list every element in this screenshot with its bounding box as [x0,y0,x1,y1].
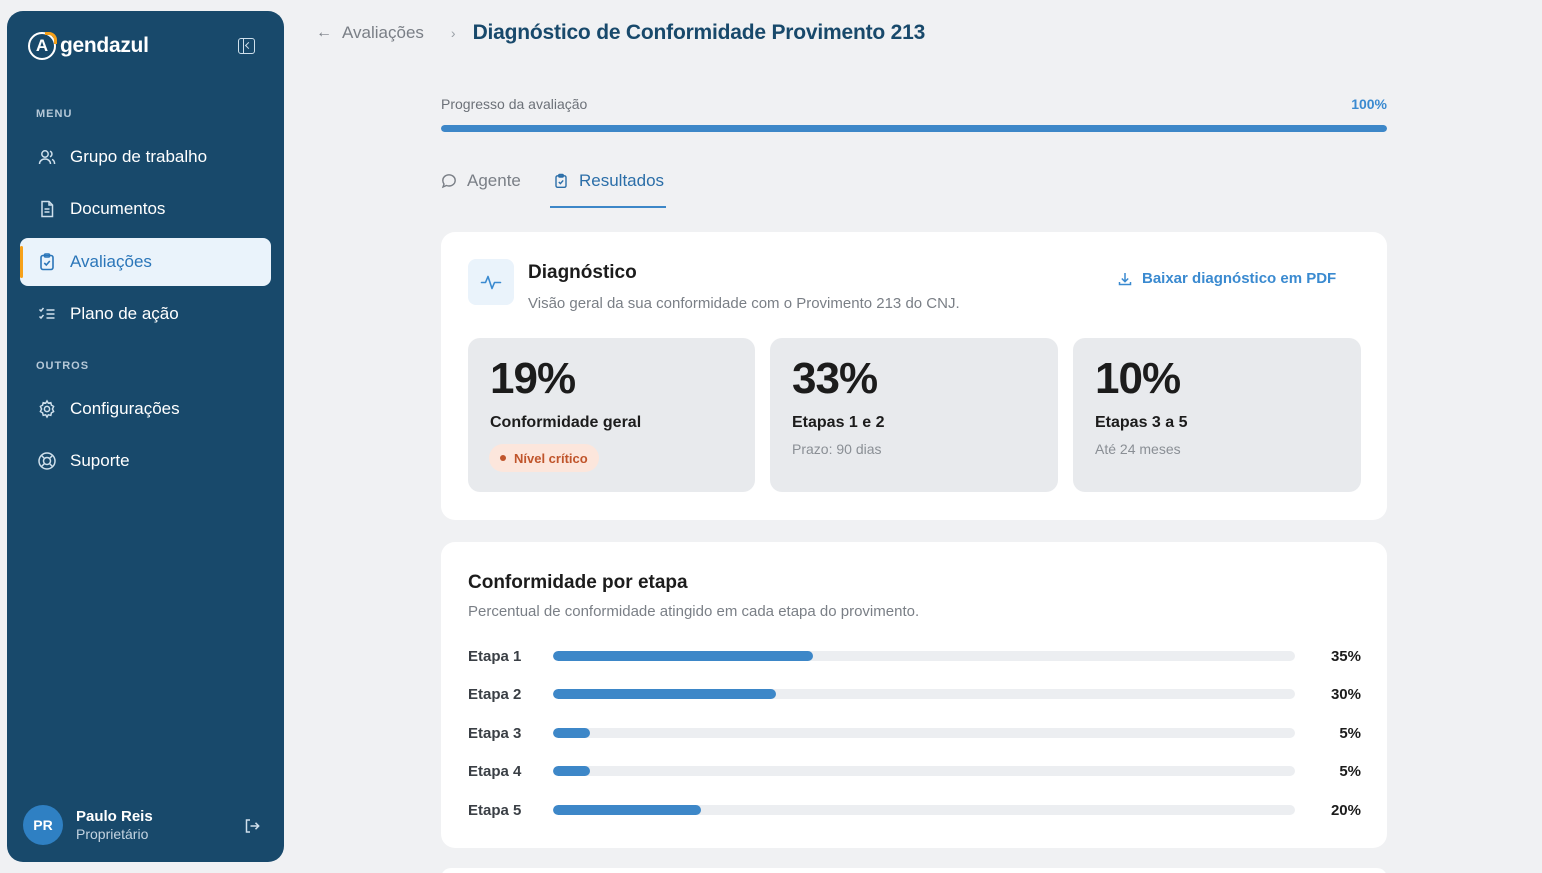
stat-value: 10% [1095,354,1181,403]
etapa-name: Etapa 1 [468,648,522,665]
chevron-right-icon: › [450,25,456,41]
etapa-name: Etapa 2 [468,686,522,703]
tab-resultados[interactable]: Resultados [550,166,667,208]
app-logo[interactable]: A gendazul [28,32,149,60]
sidebar: A gendazul MENU Grupo de trabalho Docume… [7,11,284,862]
progress-bar-fill [441,125,1387,132]
progress-label: Progresso da avaliação [441,96,588,112]
user-role: Proprietário [76,826,149,842]
sidebar-item-plano-de-acao[interactable]: Plano de ação [20,290,271,338]
etapa-row: Etapa 3 5% [468,723,1361,743]
etapa-row: Etapa 4 5% [468,761,1361,781]
stat-value: 19% [490,354,576,403]
etapa-bar-fill [553,651,813,661]
sidebar-item-label: Suporte [70,451,130,470]
arrow-left-icon: ← [316,24,332,41]
stat-label: Conformidade geral [490,414,642,431]
stat-etapas-1-2: 33% Etapas 1 e 2 Prazo: 90 dias [770,338,1058,492]
etapa-bar [553,766,1295,776]
download-pdf-button[interactable]: Baixar diagnóstico em PDF [1117,270,1336,287]
user-profile[interactable]: PR Paulo Reis Proprietário [23,805,153,845]
etapa-bar-fill [553,805,702,815]
sidebar-item-avaliacoes[interactable]: Avaliações [20,238,271,286]
etapa-value: 30% [1330,686,1361,703]
stat-conformidade-geral: 19% Conformidade geral Nível crítico [468,338,755,492]
download-icon [1117,271,1133,287]
clipboard-check-icon [37,252,57,272]
etapa-card-title: Conformidade por etapa [468,572,688,593]
logo-text: gendazul [60,34,149,57]
list-checks-icon [37,304,57,324]
tab-label: Agente [467,171,521,190]
download-pdf-label: Baixar diagnóstico em PDF [1142,270,1337,287]
gear-icon [37,399,57,419]
progress-bar [441,125,1387,132]
sidebar-item-label: Plano de ação [70,304,179,323]
logo-mark: A [28,32,57,60]
breadcrumb: ← Avaliações › Diagnóstico de Conformida… [316,20,925,46]
etapa-bar-fill [553,766,591,776]
others-section-label: OUTROS [36,360,90,372]
sidebar-item-label: Documentos [70,199,166,218]
user-name: Paulo Reis [76,808,153,825]
sidebar-item-label: Grupo de trabalho [70,147,208,166]
sidebar-item-documentos[interactable]: Documentos [20,185,271,233]
etapa-bar-fill [553,728,591,738]
stat-etapas-3-5: 10% Etapas 3 a 5 Até 24 meses [1073,338,1361,492]
back-link-label: Avaliações [342,23,424,42]
stat-sub: Prazo: 90 dias [792,441,882,457]
stat-value: 33% [792,354,878,403]
etapa-name: Etapa 5 [468,802,522,819]
next-card [441,868,1387,873]
stat-label: Etapas 1 e 2 [792,414,885,431]
etapa-bar [553,728,1295,738]
etapa-name: Etapa 3 [468,725,522,742]
stat-sub: Até 24 meses [1095,441,1181,457]
sidebar-collapse-icon[interactable] [238,38,255,54]
etapa-value: 35% [1330,648,1361,665]
etapa-value: 20% [1330,802,1361,819]
page-title: Diagnóstico de Conformidade Provimento 2… [472,21,926,44]
status-dot-icon [500,455,506,461]
etapa-row: Etapa 1 35% [468,646,1361,666]
chat-bubble-icon [441,173,457,189]
users-icon [37,147,57,167]
etapa-bar-fill [553,689,776,699]
etapa-value: 5% [1339,725,1361,742]
document-icon [37,199,57,219]
diagnostico-title: Diagnóstico [528,262,637,283]
activity-icon [468,259,514,305]
etapa-bar [553,805,1295,815]
sidebar-item-label: Avaliações [70,252,152,271]
sidebar-item-label: Configurações [70,399,180,418]
diagnostico-card: Diagnóstico Visão geral da sua conformid… [441,232,1387,520]
etapa-name: Etapa 4 [468,763,522,780]
clipboard-check-icon [553,173,569,189]
sidebar-item-suporte[interactable]: Suporte [20,437,271,485]
logout-icon[interactable] [243,817,261,835]
etapa-row: Etapa 2 30% [468,684,1361,704]
sidebar-item-configuracoes[interactable]: Configurações [20,385,271,433]
back-link[interactable]: ← Avaliações [316,23,424,43]
sidebar-item-grupo-de-trabalho[interactable]: Grupo de trabalho [20,133,271,181]
menu-section-label: MENU [36,108,73,120]
etapa-bar [553,689,1295,699]
tab-label: Resultados [579,171,665,190]
etapa-value: 5% [1339,763,1361,780]
tab-agente[interactable]: Agente [441,166,521,208]
stat-label: Etapas 3 a 5 [1095,414,1188,431]
status-badge-label: Nível crítico [514,450,588,466]
etapa-row: Etapa 5 20% [468,800,1361,820]
lifebuoy-icon [37,451,57,471]
progress-value: 100% [1351,96,1387,112]
diagnostico-subtitle: Visão geral da sua conformidade com o Pr… [528,295,960,312]
status-badge: Nível crítico [489,444,599,472]
conformidade-por-etapa-card: Conformidade por etapa Percentual de con… [441,542,1387,848]
etapa-bar [553,651,1295,661]
avatar: PR [23,805,63,845]
etapa-card-subtitle: Percentual de conformidade atingido em c… [468,603,920,620]
